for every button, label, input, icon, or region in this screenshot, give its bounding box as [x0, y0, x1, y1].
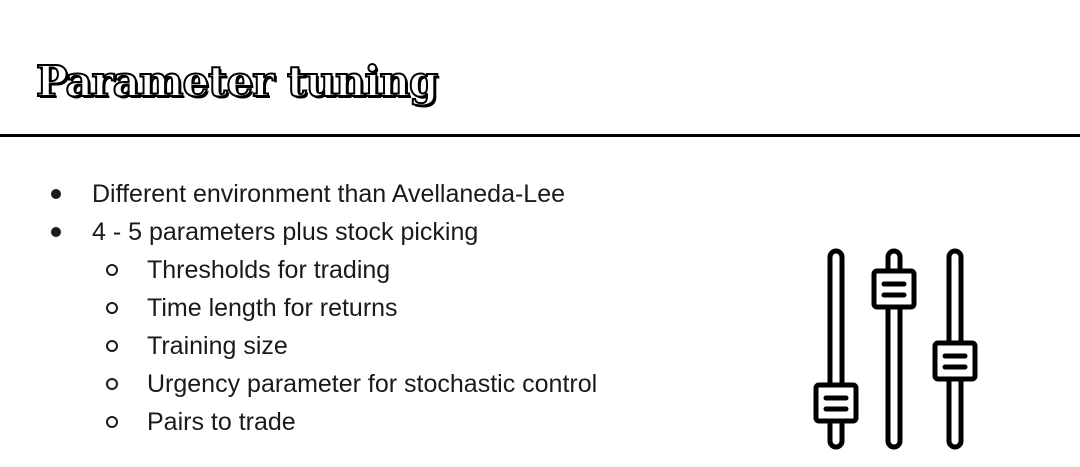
- sub-bullet-text: Urgency parameter for stochastic control: [147, 370, 598, 398]
- sliders-icon: [813, 248, 978, 450]
- sub-bullet-text: Training size: [147, 332, 288, 360]
- slide-title: Parameter tuning: [35, 56, 439, 107]
- hollow-bullet-icon: [106, 378, 118, 390]
- sub-bullet-text: Thresholds for trading: [147, 256, 391, 284]
- bullet-text: Different environment than Avellaneda-Le…: [92, 180, 566, 208]
- hollow-bullet-icon: [106, 416, 118, 428]
- filled-bullet-icon: [51, 189, 61, 199]
- filled-bullet-icon: [51, 227, 61, 237]
- bullet-text: 4 - 5 parameters plus stock picking: [92, 218, 479, 246]
- title-divider: [0, 134, 1080, 137]
- hollow-bullet-icon: [106, 340, 118, 352]
- hollow-bullet-icon: [106, 302, 118, 314]
- sub-bullet-text: Pairs to trade: [147, 408, 296, 436]
- sub-bullet-text: Time length for returns: [147, 294, 398, 322]
- hollow-bullet-icon: [106, 264, 118, 276]
